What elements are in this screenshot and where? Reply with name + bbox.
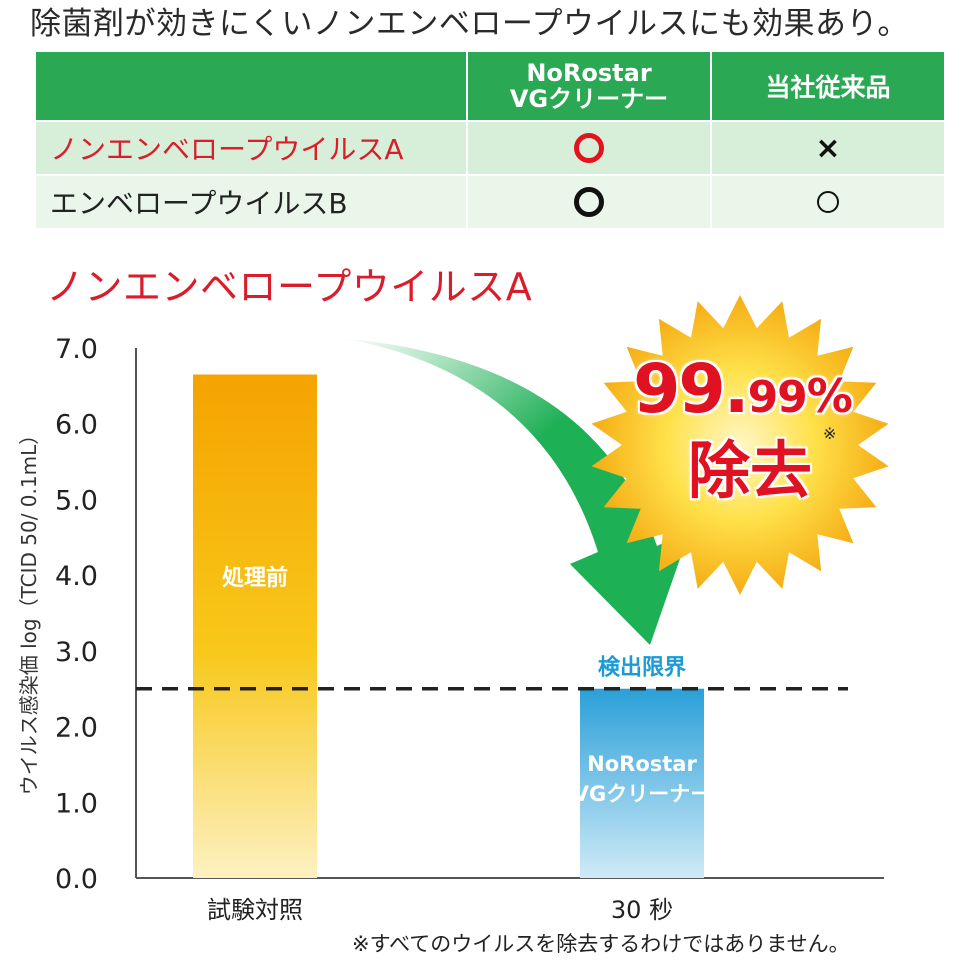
red-circle-mark — [574, 133, 604, 163]
chart-title: ノンエンベロープウイルスA — [46, 265, 533, 309]
detection-limit-label: 検出限界 — [598, 656, 686, 681]
table-row: エンベロープウイルスB — [34, 174, 946, 230]
product-mark-cell — [466, 174, 712, 230]
table-row: ノンエンベロープウイルスA × — [34, 120, 946, 176]
y-tick-label: 6.0 — [55, 410, 98, 441]
conventional-mark-cell: × — [710, 120, 946, 176]
removal-rate: 99.99% — [618, 350, 868, 429]
product-name-line2: VGクリーナー — [509, 85, 669, 113]
black-circle-mark — [574, 187, 604, 217]
bar-label: VGクリーナー — [573, 782, 712, 806]
badge-note-mark: ※ — [823, 424, 837, 443]
row-name: エンベロープウイルスB — [34, 174, 468, 230]
removal-label: 除去 — [687, 434, 812, 507]
small-circle-mark — [817, 191, 839, 213]
y-tick-label: 2.0 — [55, 713, 98, 744]
rate-percent: % — [806, 369, 853, 423]
y-tick-label: 3.0 — [55, 637, 98, 668]
product-name-line1: NoRostar — [526, 59, 652, 87]
y-tick-label: 1.0 — [55, 788, 98, 819]
starburst-badge — [591, 295, 889, 595]
bar — [580, 688, 704, 878]
x-tick-label: 試験対照 — [207, 896, 303, 924]
bar — [193, 374, 317, 878]
y-tick-label: 5.0 — [55, 485, 98, 516]
rate-minor: 99 — [747, 372, 808, 423]
table-header-row: NoRostar VGクリーナー 当社従来品 — [34, 50, 946, 122]
y-tick-label: 0.0 — [55, 864, 98, 895]
conventional-mark-cell — [710, 174, 946, 230]
table-header-product: NoRostar VGクリーナー — [466, 50, 712, 122]
product-mark-cell — [466, 120, 712, 176]
x-tick-label: 30 秒 — [611, 896, 673, 924]
y-tick-label: 4.0 — [55, 561, 98, 592]
y-tick-label: 7.0 — [55, 334, 98, 365]
y-axis-label: ウイルス感染価 log（TCID 50/ 0.1mL） — [17, 425, 41, 796]
headline: 除菌剤が効きにくいノンエンベロープウイルスにも効果あり。 — [30, 6, 909, 42]
starburst-shape — [591, 295, 889, 595]
comparison-table: NoRostar VGクリーナー 当社従来品 ノンエンベロープウイルスA × エ… — [34, 50, 946, 230]
bar-label: NoRostar — [587, 752, 697, 776]
row-name: ノンエンベロープウイルスA — [34, 120, 468, 176]
rate-major: 99. — [633, 350, 749, 429]
table-header-blank — [34, 50, 468, 122]
table-header-conventional: 当社従来品 — [710, 50, 946, 122]
bar-label: 処理前 — [222, 565, 288, 591]
green-arrow — [340, 338, 690, 645]
curved-arrow-shape — [340, 338, 690, 645]
cross-mark: × — [815, 130, 841, 166]
footnote: ※すべてのウイルスを除去するわけではありません。 — [352, 932, 850, 956]
